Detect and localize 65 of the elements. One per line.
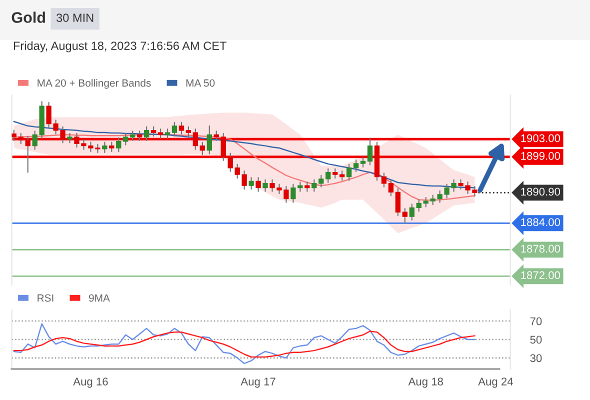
candlestick <box>332 168 338 179</box>
legend-label: RSI <box>38 294 54 302</box>
candlestick <box>172 122 178 137</box>
candlestick <box>381 172 387 188</box>
candlestick <box>123 132 128 146</box>
x-tick-label: Aug 24 <box>478 378 513 388</box>
legend-label: 9MA <box>89 294 110 302</box>
candlestick <box>423 196 428 208</box>
chart-title: Gold <box>12 12 45 23</box>
candlestick <box>25 136 30 173</box>
candlestick <box>395 188 401 216</box>
candlestick <box>109 142 114 152</box>
candlestick <box>416 199 422 212</box>
candlestick <box>116 137 122 152</box>
ref-line-label: 1890.90 <box>521 188 560 196</box>
candlestick <box>18 132 24 144</box>
candlestick <box>318 174 324 188</box>
candlestick <box>402 208 408 224</box>
candlestick <box>214 130 219 142</box>
candlestick <box>346 164 352 181</box>
y-tick-label: 30 <box>530 354 542 362</box>
x-tick-label: Aug 17 <box>240 378 276 388</box>
ref-line-label: 1899.00 <box>521 152 560 160</box>
candlestick <box>150 126 156 137</box>
candlestick <box>256 177 261 192</box>
text: Friday, August 18, 2023 7:16:56 AM CET <box>14 41 226 52</box>
candlestick <box>67 132 72 144</box>
ref-line-label: 1903.00 <box>521 134 560 142</box>
candlestick <box>367 138 373 166</box>
candlestick <box>102 142 108 153</box>
candlestick <box>220 132 226 161</box>
candlestick <box>164 128 170 139</box>
candlestick <box>130 130 136 142</box>
y-tick-label: 50 <box>530 336 542 344</box>
candlestick <box>312 179 317 192</box>
candlestick <box>326 168 331 184</box>
ref-line-label: 1872.00 <box>521 271 560 280</box>
y-tick-label: 70 <box>530 317 542 326</box>
legend-label: MA 20 + Bollinger Bands <box>38 79 151 89</box>
candlestick <box>12 130 16 142</box>
line-series <box>13 323 476 364</box>
x-tick-label: Aug 16 <box>73 378 108 388</box>
candlestick <box>339 170 345 181</box>
candlestick <box>158 128 164 139</box>
candlestick <box>228 152 233 172</box>
candlestick <box>262 179 268 192</box>
candlestick <box>353 159 359 172</box>
legend-label: MA 50 <box>186 79 215 87</box>
candlestick <box>304 181 310 192</box>
candlestick <box>178 122 184 134</box>
candlestick <box>136 130 142 142</box>
ref-line-label: 1884.00 <box>521 218 560 226</box>
candlestick <box>200 142 206 156</box>
x-tick-label: Aug 18 <box>408 378 443 388</box>
ref-line-label: 1878.00 <box>521 244 560 253</box>
candlestick <box>144 126 150 142</box>
line-series <box>13 330 476 358</box>
candlestick <box>360 157 366 168</box>
candlestick <box>206 125 212 154</box>
candlestick <box>248 177 254 190</box>
candlestick <box>409 204 414 221</box>
candlestick <box>388 179 394 196</box>
candlestick <box>186 126 192 137</box>
chart-subtitle: 30 MIN <box>56 14 94 22</box>
candlestick <box>192 128 198 150</box>
